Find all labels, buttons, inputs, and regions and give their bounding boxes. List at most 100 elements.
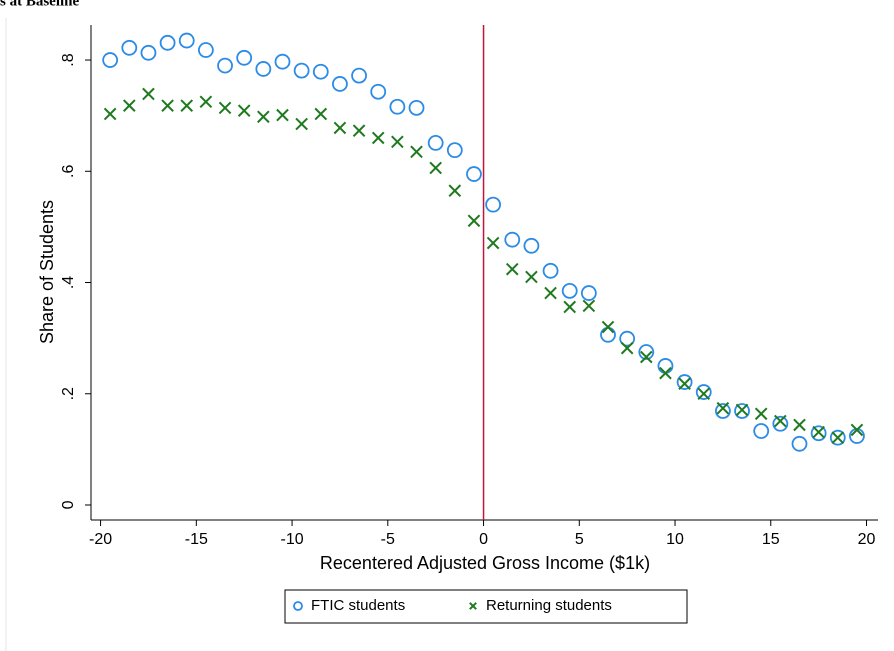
point: [791, 435, 808, 452]
point: [371, 131, 385, 145]
point: [812, 425, 825, 439]
point: [159, 34, 176, 51]
point: [370, 83, 387, 100]
x-tick-label: -15: [185, 531, 208, 548]
point: [295, 117, 308, 131]
point: [525, 270, 538, 284]
legend-label: FTIC students: [311, 597, 405, 614]
point: [217, 57, 233, 74]
point: [676, 374, 693, 390]
point: [600, 326, 616, 343]
point: [580, 285, 597, 301]
point: [121, 39, 138, 56]
point: [734, 403, 750, 419]
point: [716, 401, 730, 415]
point: [601, 320, 615, 334]
point: [142, 87, 155, 101]
point: [754, 407, 768, 421]
point: [257, 110, 270, 124]
point: [410, 145, 423, 159]
y-tick-label: .4: [60, 276, 77, 289]
point: [161, 99, 174, 112]
point: [504, 231, 521, 248]
point: [774, 414, 787, 428]
point: [542, 262, 559, 279]
point: [695, 384, 712, 400]
x-tick-label: -5: [381, 531, 395, 548]
point: [351, 67, 367, 84]
point: [178, 32, 195, 49]
point: [197, 42, 214, 58]
point: [772, 415, 789, 432]
y-tick-label: .6: [60, 165, 77, 178]
x-tick-label: 10: [666, 531, 684, 548]
point: [467, 214, 481, 228]
point: [236, 49, 253, 66]
y-tick-label: .2: [60, 387, 77, 400]
chart-title: s at Baseline: [0, 0, 80, 9]
point: [563, 300, 577, 314]
y-axis-label: Share of Students: [37, 200, 57, 344]
point: [523, 237, 540, 254]
point: [446, 142, 463, 159]
legend-marker: [469, 602, 477, 610]
point: [619, 330, 636, 347]
point: [180, 99, 194, 112]
point: [466, 166, 482, 182]
point: [274, 53, 291, 70]
point: [122, 99, 136, 112]
x-tick-label: 15: [762, 531, 780, 548]
point: [391, 135, 404, 149]
point: [427, 135, 444, 151]
point: [389, 98, 406, 115]
point: [448, 184, 462, 198]
point: [735, 403, 749, 417]
point: [352, 124, 366, 137]
point: [312, 63, 329, 80]
point: [103, 107, 117, 121]
y-tick-label: .8: [60, 53, 77, 66]
point: [314, 107, 328, 121]
point: [332, 76, 348, 92]
point: [810, 425, 827, 442]
point: [657, 358, 674, 374]
point: [505, 262, 519, 276]
point: [102, 52, 119, 68]
point: [429, 161, 442, 175]
point: [678, 377, 691, 391]
point: [850, 423, 864, 437]
x-tick-label: -10: [280, 531, 303, 548]
point: [544, 286, 557, 300]
legend-label: Returning students: [486, 597, 612, 614]
y-tick-label: 0: [60, 500, 77, 509]
point: [333, 121, 347, 135]
point: [697, 387, 711, 401]
point: [620, 341, 634, 355]
point: [793, 418, 806, 432]
point: [659, 366, 672, 380]
point: [714, 403, 731, 419]
point: [237, 104, 251, 117]
point: [255, 61, 272, 77]
point: [582, 299, 596, 313]
point: [293, 62, 310, 79]
point: [218, 101, 232, 115]
x-tick-label: -20: [89, 531, 112, 548]
x-tick-label: 5: [575, 531, 584, 548]
legend: [284, 589, 688, 624]
point: [276, 108, 289, 122]
point: [140, 44, 157, 61]
x-tick-label: 20: [858, 531, 876, 548]
point: [638, 344, 655, 360]
point: [829, 429, 846, 446]
point: [408, 99, 425, 116]
point: [639, 350, 653, 364]
point: [486, 236, 500, 250]
x-axis-label: Recentered Adjusted Gross Income ($1k): [320, 553, 650, 573]
point: [561, 282, 578, 299]
x-tick-label: 0: [479, 531, 488, 548]
point: [485, 196, 502, 213]
legend-marker: [293, 601, 303, 611]
point: [753, 423, 770, 439]
